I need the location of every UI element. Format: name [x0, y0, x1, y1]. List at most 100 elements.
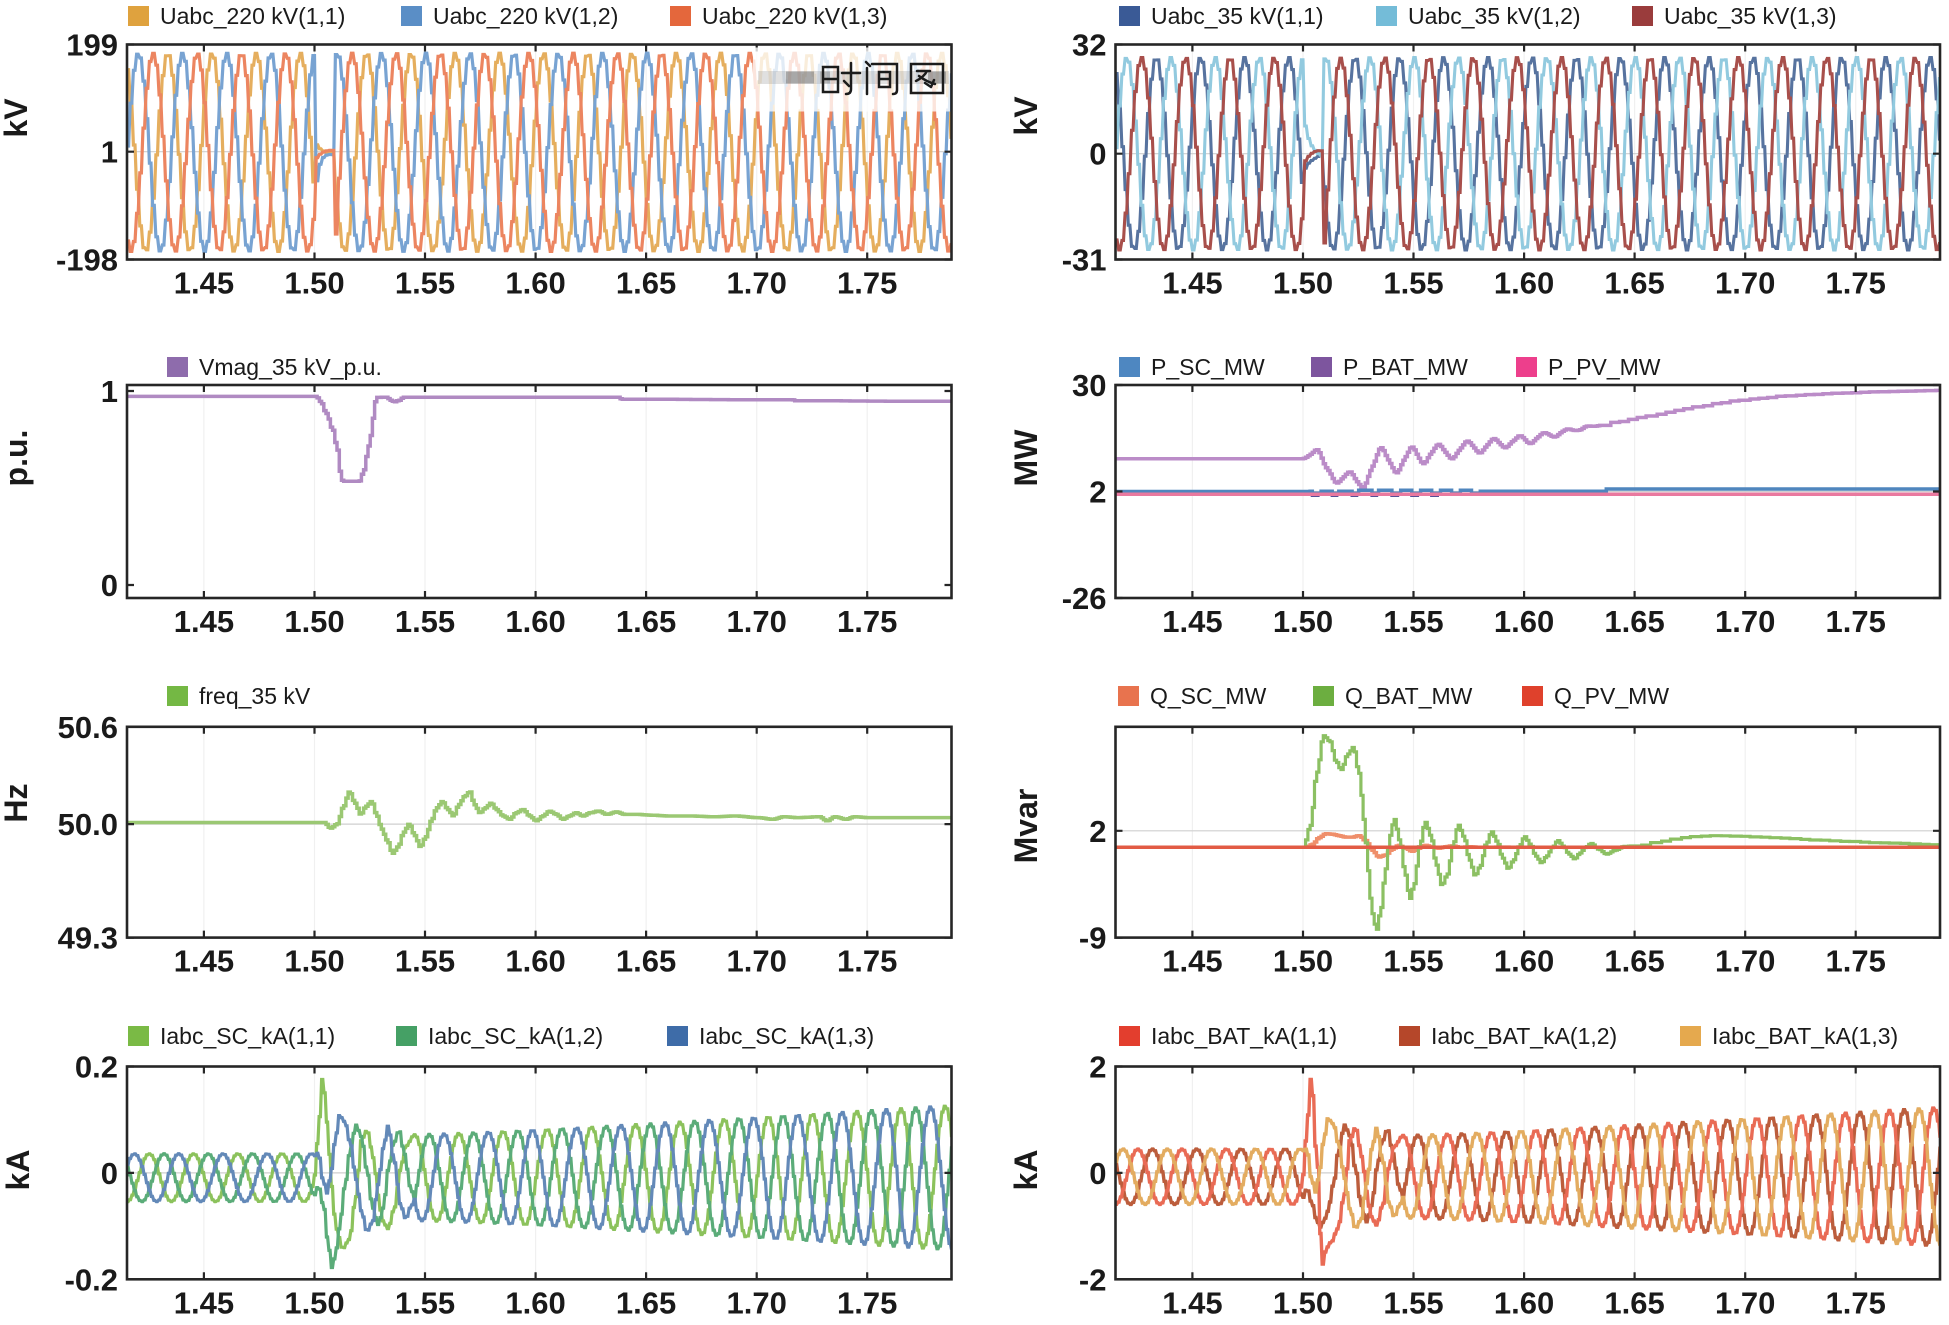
svg-text:1.75: 1.75: [837, 266, 897, 301]
svg-text:1.50: 1.50: [284, 944, 344, 979]
svg-text:1.45: 1.45: [1162, 1285, 1222, 1320]
svg-text:199: 199: [66, 28, 118, 63]
svg-text:1.65: 1.65: [1604, 266, 1664, 301]
svg-text:0: 0: [101, 1156, 118, 1191]
svg-text:Uabc_220 kV(1,1): Uabc_220 kV(1,1): [160, 3, 345, 29]
svg-text:0: 0: [1089, 1156, 1106, 1191]
svg-text:50.6: 50.6: [58, 710, 118, 745]
svg-text:Uabc_35 kV(1,1): Uabc_35 kV(1,1): [1151, 3, 1324, 29]
svg-text:1.65: 1.65: [616, 266, 676, 301]
svg-text:-198: -198: [56, 243, 118, 278]
svg-text:1: 1: [101, 374, 118, 409]
svg-text:1.75: 1.75: [837, 944, 897, 979]
svg-text:1.75: 1.75: [1826, 266, 1886, 301]
svg-text:1.60: 1.60: [1494, 944, 1554, 979]
svg-text:p.u.: p.u.: [0, 430, 34, 487]
svg-text:1.50: 1.50: [1273, 604, 1333, 639]
svg-text:Iabc_SC_kA(1,2): Iabc_SC_kA(1,2): [428, 1023, 603, 1049]
svg-text:1.60: 1.60: [505, 1285, 565, 1320]
svg-text:freq_35 kV: freq_35 kV: [199, 683, 311, 709]
svg-text:1.75: 1.75: [837, 1285, 897, 1320]
svg-text:-2: -2: [1079, 1262, 1107, 1297]
svg-text:Iabc_SC_kA(1,1): Iabc_SC_kA(1,1): [160, 1023, 335, 1049]
svg-text:1.50: 1.50: [284, 266, 344, 301]
svg-text:1.70: 1.70: [727, 944, 787, 979]
svg-text:1.60: 1.60: [505, 944, 565, 979]
svg-text:Mvar: Mvar: [1008, 789, 1044, 864]
svg-text:1.65: 1.65: [616, 604, 676, 639]
svg-text:1.55: 1.55: [395, 1285, 455, 1320]
svg-text:1.55: 1.55: [1383, 1285, 1443, 1320]
svg-text:1.45: 1.45: [1162, 604, 1222, 639]
svg-text:50.0: 50.0: [58, 807, 118, 842]
svg-text:-26: -26: [1062, 581, 1107, 616]
svg-text:1.55: 1.55: [1383, 944, 1443, 979]
svg-text:1.75: 1.75: [837, 604, 897, 639]
svg-text:1.75: 1.75: [1826, 604, 1886, 639]
svg-text:Uabc_35 kV(1,3): Uabc_35 kV(1,3): [1664, 3, 1837, 29]
svg-text:1.45: 1.45: [174, 266, 234, 301]
svg-text:1.75: 1.75: [1826, 944, 1886, 979]
svg-text:kV: kV: [0, 98, 34, 138]
svg-text:1.70: 1.70: [1715, 266, 1775, 301]
svg-text:1.60: 1.60: [505, 604, 565, 639]
svg-text:kV: kV: [1008, 96, 1044, 136]
svg-text:1.60: 1.60: [1494, 604, 1554, 639]
svg-text:32: 32: [1072, 28, 1106, 63]
svg-text:1.60: 1.60: [1494, 266, 1554, 301]
svg-text:Q_PV_MW: Q_PV_MW: [1554, 683, 1669, 709]
svg-text:1.45: 1.45: [174, 604, 234, 639]
svg-text:Uabc_220 kV(1,2): Uabc_220 kV(1,2): [433, 3, 618, 29]
svg-text:1: 1: [101, 135, 118, 170]
svg-text:30: 30: [1072, 368, 1106, 403]
svg-text:2: 2: [1089, 814, 1106, 849]
svg-text:P_SC_MW: P_SC_MW: [1151, 354, 1265, 380]
svg-text:Uabc_35 kV(1,2): Uabc_35 kV(1,2): [1408, 3, 1581, 29]
svg-text:Iabc_BAT_kA(1,1): Iabc_BAT_kA(1,1): [1151, 1023, 1337, 1049]
svg-text:1.70: 1.70: [727, 1285, 787, 1320]
svg-text:Iabc_BAT_kA(1,2): Iabc_BAT_kA(1,2): [1431, 1023, 1617, 1049]
svg-text:1.55: 1.55: [1383, 266, 1443, 301]
svg-text:1.70: 1.70: [1715, 604, 1775, 639]
svg-text:0.2: 0.2: [75, 1050, 118, 1085]
svg-text:2: 2: [1089, 1050, 1106, 1085]
svg-text:1.65: 1.65: [1604, 944, 1664, 979]
svg-text:1.55: 1.55: [395, 944, 455, 979]
svg-text:Q_BAT_MW: Q_BAT_MW: [1345, 683, 1473, 709]
svg-text:Iabc_SC_kA(1,3): Iabc_SC_kA(1,3): [699, 1023, 874, 1049]
svg-text:1.50: 1.50: [284, 604, 344, 639]
svg-text:1.70: 1.70: [727, 266, 787, 301]
svg-text:P_PV_MW: P_PV_MW: [1548, 354, 1661, 380]
svg-text:1.55: 1.55: [395, 604, 455, 639]
svg-text:1.60: 1.60: [1494, 1285, 1554, 1320]
svg-text:-31: -31: [1062, 243, 1107, 278]
svg-text:P_BAT_MW: P_BAT_MW: [1343, 354, 1468, 380]
svg-text:MW: MW: [1008, 429, 1044, 487]
svg-text:49.3: 49.3: [58, 921, 118, 956]
svg-text:1.65: 1.65: [1604, 604, 1664, 639]
svg-text:1.65: 1.65: [1604, 1285, 1664, 1320]
svg-text:1.70: 1.70: [1715, 944, 1775, 979]
svg-text:Uabc_220 kV(1,3): Uabc_220 kV(1,3): [702, 3, 887, 29]
svg-text:kA: kA: [0, 1150, 36, 1191]
svg-text:Iabc_BAT_kA(1,3): Iabc_BAT_kA(1,3): [1712, 1023, 1898, 1049]
svg-text:1.70: 1.70: [1715, 1285, 1775, 1320]
svg-text:1.60: 1.60: [505, 266, 565, 301]
svg-text:-9: -9: [1079, 921, 1107, 956]
svg-text:1.45: 1.45: [1162, 944, 1222, 979]
svg-text:1.50: 1.50: [1273, 944, 1333, 979]
svg-text:1.55: 1.55: [1383, 604, 1443, 639]
svg-text:0: 0: [1089, 137, 1106, 172]
svg-text:1.45: 1.45: [174, 1285, 234, 1320]
svg-text:1.45: 1.45: [1162, 266, 1222, 301]
svg-text:Q_SC_MW: Q_SC_MW: [1150, 683, 1267, 709]
svg-text:1.70: 1.70: [727, 604, 787, 639]
svg-text:1.55: 1.55: [395, 266, 455, 301]
svg-text:Vmag_35 kV_p.u.: Vmag_35 kV_p.u.: [199, 354, 382, 380]
svg-text:1.50: 1.50: [1273, 266, 1333, 301]
svg-text:-0.2: -0.2: [65, 1262, 118, 1297]
svg-text:1.65: 1.65: [616, 944, 676, 979]
svg-text:Hz: Hz: [0, 783, 34, 822]
svg-text:0: 0: [101, 568, 118, 603]
svg-text:kA: kA: [1008, 1150, 1044, 1191]
